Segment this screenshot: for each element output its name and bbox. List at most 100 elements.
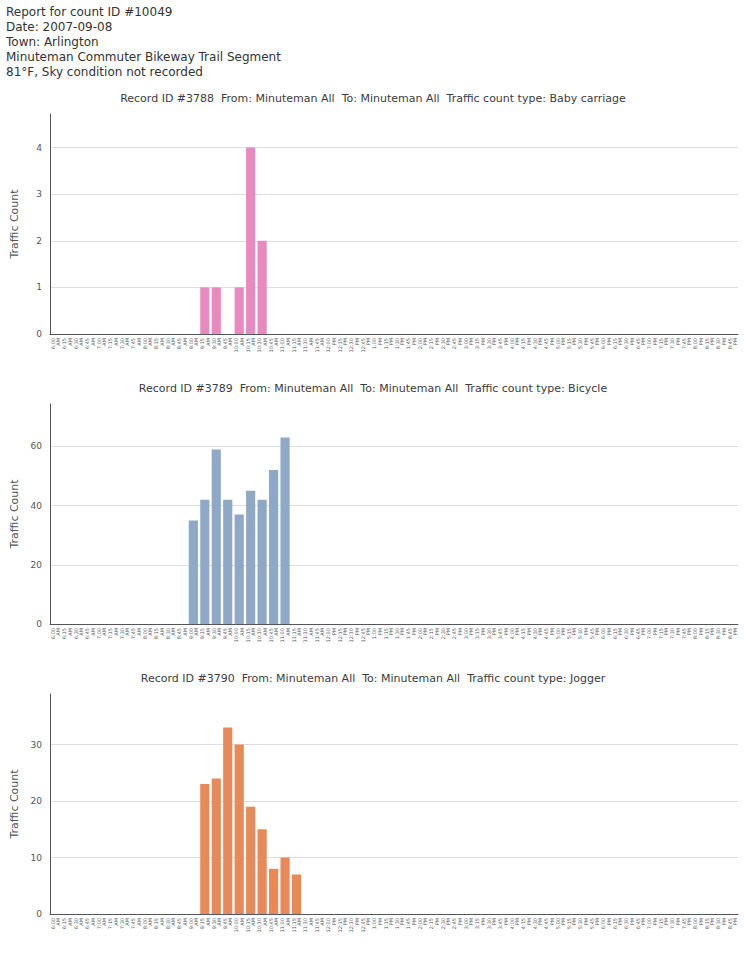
svg-text:AM: AM (78, 338, 85, 346)
svg-text:11:30: 11:30 (302, 338, 309, 353)
svg-text:AM: AM (89, 338, 96, 346)
svg-text:Record ID #3789 From: Minutem: Record ID #3789 From: Minuteman All To: … (139, 382, 608, 395)
svg-text:7:00: 7:00 (95, 338, 102, 350)
svg-text:AM: AM (261, 338, 268, 346)
svg-text:2:30: 2:30 (439, 338, 446, 350)
svg-text:Date: 2007-09-08: Date: 2007-09-08 (6, 20, 112, 34)
svg-text:PM: PM (433, 338, 440, 346)
svg-text:3: 3 (36, 189, 42, 199)
svg-text:PM: PM (732, 628, 738, 635)
svg-text:AM: AM (319, 338, 326, 346)
svg-text:AM: AM (193, 338, 200, 346)
svg-text:PM: PM (491, 338, 498, 346)
svg-text:9:15: 9:15 (199, 338, 206, 350)
svg-text:0: 0 (36, 619, 42, 629)
svg-text:Record ID #3788 From: Minutem: Record ID #3788 From: Minuteman All To: … (120, 92, 626, 105)
svg-text:AM: AM (55, 338, 62, 346)
svg-text:3:00: 3:00 (462, 338, 469, 350)
svg-text:AM: AM (284, 338, 291, 346)
svg-text:10:45: 10:45 (267, 338, 274, 353)
svg-text:6:45: 6:45 (84, 338, 91, 350)
svg-text:8:30: 8:30 (164, 338, 171, 350)
svg-text:AM: AM (273, 338, 280, 346)
svg-text:7:45: 7:45 (130, 338, 137, 350)
svg-text:AM: AM (170, 338, 177, 346)
svg-text:PM: PM (502, 338, 509, 346)
svg-text:PM: PM (445, 338, 452, 346)
svg-text:3:45: 3:45 (497, 338, 504, 350)
svg-text:81°F, Sky condition not record: 81°F, Sky condition not recorded (6, 65, 203, 79)
svg-text:PM: PM (365, 338, 372, 346)
svg-text:Report for count ID #10049: Report for count ID #10049 (6, 5, 172, 19)
svg-text:3:15: 3:15 (474, 338, 481, 350)
svg-text:AM: AM (101, 338, 108, 346)
svg-text:1: 1 (36, 282, 42, 292)
svg-text:AM: AM (147, 338, 154, 346)
svg-text:8:15: 8:15 (153, 338, 160, 350)
svg-text:2: 2 (36, 236, 42, 246)
svg-text:AM: AM (124, 338, 131, 346)
svg-text:7:30: 7:30 (118, 338, 125, 350)
svg-text:AM: AM (158, 338, 165, 346)
svg-text:PM: PM (399, 338, 406, 346)
svg-text:2:45: 2:45 (451, 338, 458, 350)
svg-text:Traffic Count: Traffic Count (8, 189, 21, 260)
svg-text:PM: PM (330, 338, 337, 346)
svg-text:0: 0 (36, 329, 42, 339)
svg-text:PM: PM (376, 338, 383, 346)
svg-text:12:45: 12:45 (359, 338, 366, 353)
svg-text:Minuteman Commuter Bikeway Tra: Minuteman Commuter Bikeway Trail Segment (6, 50, 281, 64)
svg-text:3:30: 3:30 (485, 338, 492, 350)
svg-text:10:15: 10:15 (244, 338, 251, 353)
svg-text:40: 40 (31, 501, 43, 511)
svg-text:1:15: 1:15 (382, 338, 389, 350)
svg-text:AM: AM (250, 338, 257, 346)
svg-text:AM: AM (112, 338, 119, 346)
svg-text:0: 0 (36, 909, 42, 919)
svg-text:30: 30 (31, 740, 43, 750)
svg-text:10:30: 10:30 (256, 338, 263, 353)
svg-text:AM: AM (181, 338, 188, 346)
svg-text:10:00: 10:00 (233, 338, 240, 353)
svg-text:12:15: 12:15 (336, 338, 343, 353)
svg-text:Record ID #3790 From: Minutem: Record ID #3790 From: Minuteman All To: … (141, 672, 606, 685)
svg-text:PM: PM (456, 338, 463, 346)
svg-text:4: 4 (36, 143, 42, 153)
svg-text:11:45: 11:45 (313, 338, 320, 353)
svg-text:8:45: 8:45 (176, 338, 183, 350)
svg-text:11:15: 11:15 (290, 338, 297, 353)
svg-text:AM: AM (135, 338, 142, 346)
svg-text:PM: PM (353, 338, 360, 346)
svg-text:60: 60 (31, 441, 43, 451)
svg-text:AM: AM (227, 338, 234, 346)
svg-text:PM: PM (479, 338, 486, 346)
svg-text:PM: PM (732, 918, 738, 925)
svg-text:1:45: 1:45 (405, 338, 412, 350)
svg-text:10: 10 (31, 853, 43, 863)
svg-text:Traffic Count: Traffic Count (8, 769, 21, 840)
svg-text:12:00: 12:00 (325, 338, 332, 353)
svg-text:PM: PM (468, 338, 475, 346)
svg-text:Traffic Count: Traffic Count (8, 479, 21, 550)
svg-text:12:30: 12:30 (348, 338, 355, 353)
svg-text:PM: PM (342, 338, 349, 346)
svg-text:PM: PM (732, 338, 738, 345)
svg-text:AM: AM (204, 338, 211, 346)
svg-text:AM: AM (307, 338, 314, 346)
svg-text:AM: AM (296, 338, 303, 346)
svg-text:7:15: 7:15 (107, 338, 114, 350)
svg-text:9:30: 9:30 (210, 338, 217, 350)
svg-text:20: 20 (31, 560, 43, 570)
svg-text:2:15: 2:15 (428, 338, 435, 350)
svg-text:8:00: 8:00 (141, 338, 148, 350)
svg-text:20: 20 (31, 796, 43, 806)
svg-text:PM: PM (422, 338, 429, 346)
svg-text:9:00: 9:00 (187, 338, 194, 350)
svg-text:2:00: 2:00 (416, 338, 423, 350)
svg-text:6:30: 6:30 (72, 338, 79, 350)
svg-text:Town: Arlington: Town: Arlington (5, 35, 99, 49)
svg-text:6:15: 6:15 (61, 338, 68, 350)
svg-text:11:00: 11:00 (279, 338, 286, 353)
svg-text:AM: AM (66, 338, 73, 346)
svg-text:AM: AM (238, 338, 245, 346)
